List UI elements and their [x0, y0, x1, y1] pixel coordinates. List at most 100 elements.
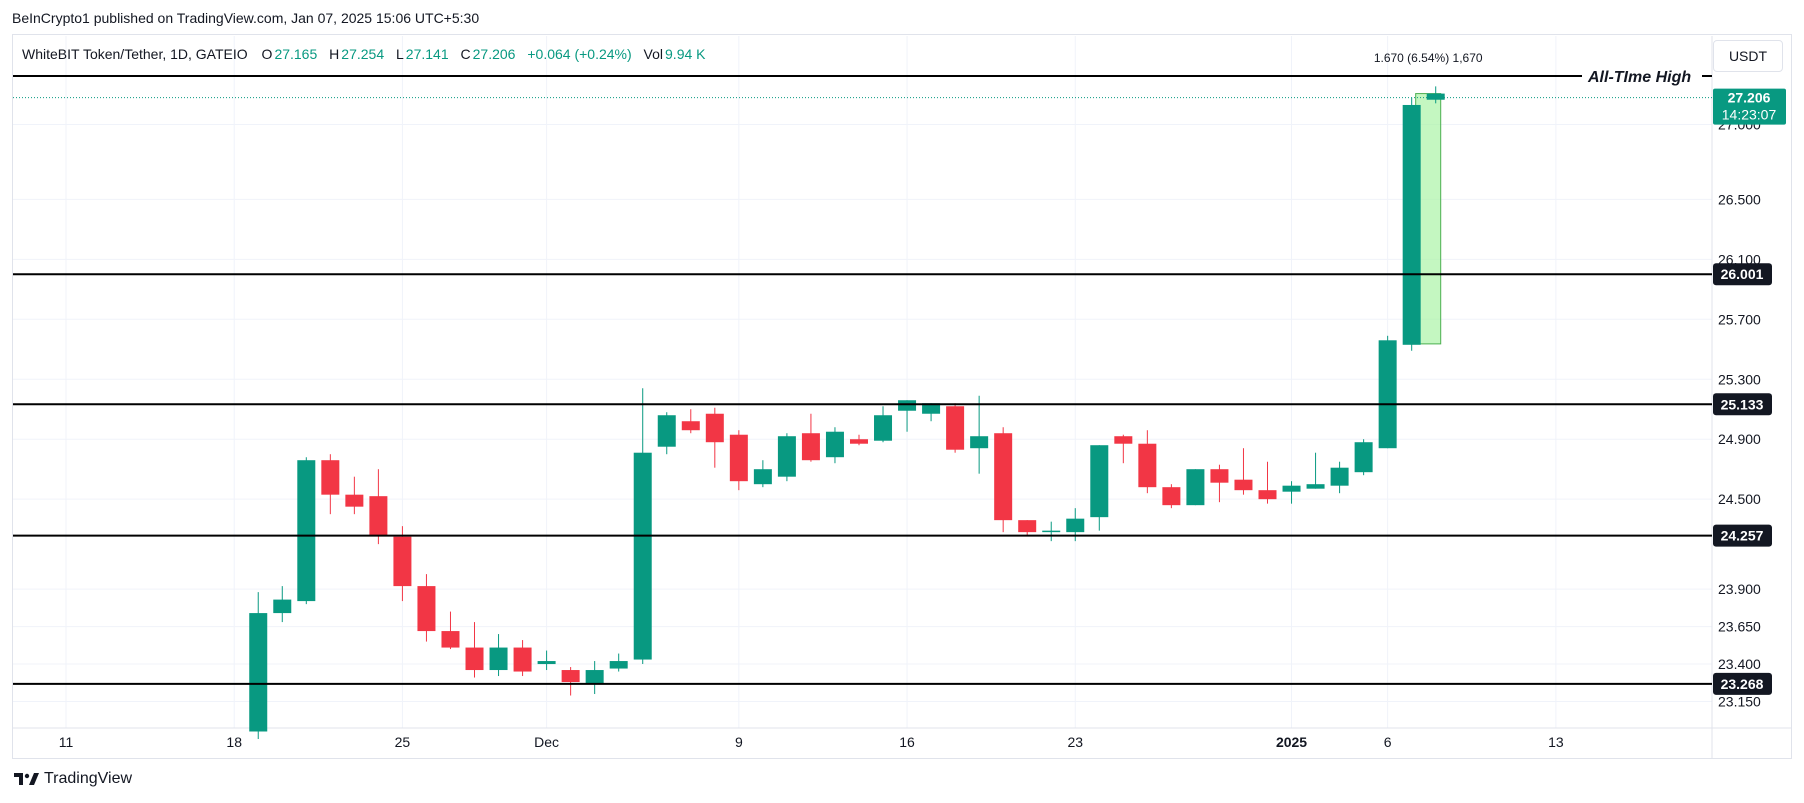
candle-up	[1330, 467, 1349, 486]
candle-down	[994, 433, 1013, 521]
candle-down	[801, 433, 820, 461]
time-tick-label: 16	[899, 734, 915, 750]
candle-down	[1162, 487, 1181, 506]
measure-range-label: 1.670 (6.54%) 1,670	[1374, 51, 1483, 65]
candle-up	[273, 599, 292, 614]
candle-up	[657, 415, 676, 447]
price-tick-label: 23.150	[1718, 694, 1761, 710]
candle-up	[970, 436, 989, 449]
candle-up	[297, 460, 316, 602]
time-tick-label: 11	[59, 734, 74, 750]
candle-up	[874, 415, 893, 441]
candle-down	[1114, 436, 1133, 444]
candle-down	[561, 670, 580, 683]
time-tick-label: 18	[226, 734, 242, 750]
candle-up	[1426, 93, 1445, 100]
time-tick-label: 13	[1548, 734, 1564, 750]
candle-down	[1210, 469, 1229, 483]
last-price-countdown: 14:23:07	[1722, 107, 1777, 123]
volume-label: Vol	[643, 46, 664, 62]
level-price-badge	[1713, 393, 1772, 416]
high-label: H	[329, 46, 340, 62]
low-value: 27.141	[405, 46, 449, 62]
price-tick-label: 23.400	[1718, 656, 1761, 672]
candle-up	[922, 403, 941, 414]
candle-down	[345, 494, 364, 507]
tradingview-logo-icon	[14, 773, 39, 785]
open-value: 27.165	[274, 46, 318, 62]
candle-down	[513, 647, 532, 672]
candle-up	[825, 431, 844, 458]
candle-up	[609, 661, 628, 669]
open-label: O	[261, 46, 273, 62]
level-price-label: 26.001	[1721, 266, 1764, 282]
candle-down	[729, 434, 748, 482]
level-price-label: 25.133	[1721, 396, 1764, 412]
candle-up	[489, 647, 508, 671]
low-label: L	[396, 46, 404, 62]
candle-down	[441, 631, 460, 648]
candle-up	[1042, 530, 1061, 533]
time-tick-label: 25	[395, 734, 411, 750]
symbol-label[interactable]: WhiteBIT Token/Tether, 1D, GATEIO	[22, 46, 248, 62]
level-price-label: 24.257	[1721, 528, 1764, 544]
close-label: C	[460, 46, 471, 62]
candle-down	[1018, 520, 1037, 533]
candle-down	[946, 406, 965, 450]
candle-down	[369, 496, 388, 536]
published-by-text: BeInCrypto1 published on TradingView.com…	[12, 10, 480, 26]
candle-up	[633, 452, 652, 660]
ohlc-legend: WhiteBIT Token/Tether, 1D, GATEIO O 27.16…	[22, 46, 714, 62]
last-price-value: 27.206	[1728, 90, 1771, 106]
level-price-label: 23.268	[1721, 676, 1764, 692]
level-price-badge	[1713, 672, 1772, 695]
time-tick-label: Dec	[534, 734, 559, 750]
candle-down	[681, 421, 700, 431]
candle-up	[1090, 445, 1109, 518]
level-price-badge	[1713, 524, 1772, 547]
candle-down	[417, 586, 436, 632]
candle-up	[1378, 340, 1397, 449]
candle-up	[1402, 104, 1421, 345]
change-value: +0.064 (+0.24%)	[527, 46, 632, 62]
candle-down	[705, 413, 724, 443]
candle-down	[849, 439, 868, 444]
volume-value: 9.94 K	[665, 46, 706, 62]
candle-up	[1306, 484, 1325, 489]
price-tick-label: 25.700	[1718, 311, 1761, 327]
price-tick-label: 24.900	[1718, 431, 1761, 447]
level-price-badge	[1713, 263, 1772, 286]
price-tick-label: 23.900	[1718, 581, 1761, 597]
chart-frame	[12, 34, 1792, 759]
currency-selector[interactable]: USDT	[1713, 40, 1783, 72]
candle-up	[537, 661, 556, 665]
candle-up	[1282, 485, 1301, 492]
price-tick-label: 25.300	[1718, 371, 1761, 387]
time-tick-label: 9	[735, 734, 743, 750]
high-value: 27.254	[341, 46, 385, 62]
candle-up	[898, 400, 917, 411]
time-tick-label: 6	[1384, 734, 1392, 750]
ath-label: All-TIme High	[1587, 69, 1691, 86]
candle-up	[1186, 469, 1205, 506]
time-tick-label: 23	[1067, 734, 1083, 750]
price-tick-label: 26.500	[1718, 191, 1761, 207]
candle-down	[1138, 443, 1157, 488]
candle-down	[1258, 490, 1277, 500]
close-value: 27.206	[472, 46, 516, 62]
candle-up	[777, 436, 796, 477]
candle-down	[465, 647, 484, 671]
candle-up	[1066, 518, 1085, 533]
brand-name: TradingView	[44, 770, 133, 787]
candle-up	[585, 670, 604, 684]
candle-up	[249, 613, 268, 732]
candle-down	[1234, 479, 1253, 491]
price-tick-label: 24.500	[1718, 491, 1761, 507]
price-tick-label: 23.650	[1718, 619, 1761, 635]
tradingview-brand[interactable]: TradingView	[14, 770, 132, 788]
time-tick-label: 2025	[1276, 734, 1307, 750]
last-price-badge	[1713, 88, 1786, 125]
candle-down	[393, 536, 412, 587]
candle-down	[321, 460, 340, 495]
